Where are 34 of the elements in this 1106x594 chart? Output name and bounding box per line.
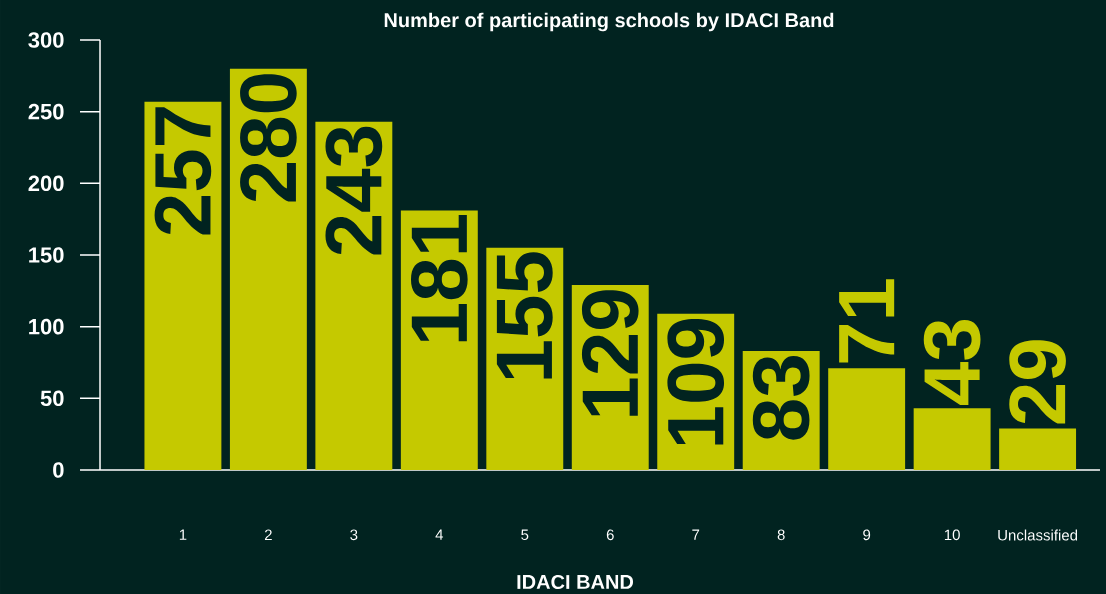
x-tick-label: 7 [692,529,700,540]
y-tick-label: 0 [53,462,64,478]
y-tick-label: 50 [40,390,64,407]
data-label: 243 [325,126,383,255]
x-tick-label: Unclassified [998,529,1078,541]
y-tick-label: 300 [28,32,64,48]
data-label: 280 [240,74,297,202]
data-label: 83 [752,356,810,440]
x-tick-label: 8 [777,529,785,541]
data-label: 257 [154,107,212,235]
x-tick-label: 10 [944,529,960,541]
x-tick-label: 5 [521,529,529,540]
bar [828,368,906,470]
bar [999,428,1077,470]
y-tick-label: 250 [28,103,64,120]
y-tick-label: 100 [29,318,64,335]
x-tick-label: 6 [606,529,614,541]
data-label: 109 [667,318,725,445]
x-tick-label: 1 [179,529,187,540]
data-label: 29 [1009,340,1066,424]
data-label: 155 [496,252,553,379]
x-tick-label: 2 [264,529,272,540]
y-tick-label: 200 [28,175,64,192]
x-tick-label: 4 [435,529,444,540]
bar [913,408,991,470]
data-label: 43 [923,320,981,405]
x-tick-label: 9 [863,529,871,541]
chart-title: Number of participating schools by IDACI Band [384,12,834,32]
data-label: 129 [581,290,639,416]
x-tick-label: 3 [350,529,358,541]
data-label: 181 [410,215,468,342]
data-label: 71 [839,279,895,363]
x-axis-title: IDACI BAND [517,574,634,590]
y-tick-label: 150 [29,247,64,263]
